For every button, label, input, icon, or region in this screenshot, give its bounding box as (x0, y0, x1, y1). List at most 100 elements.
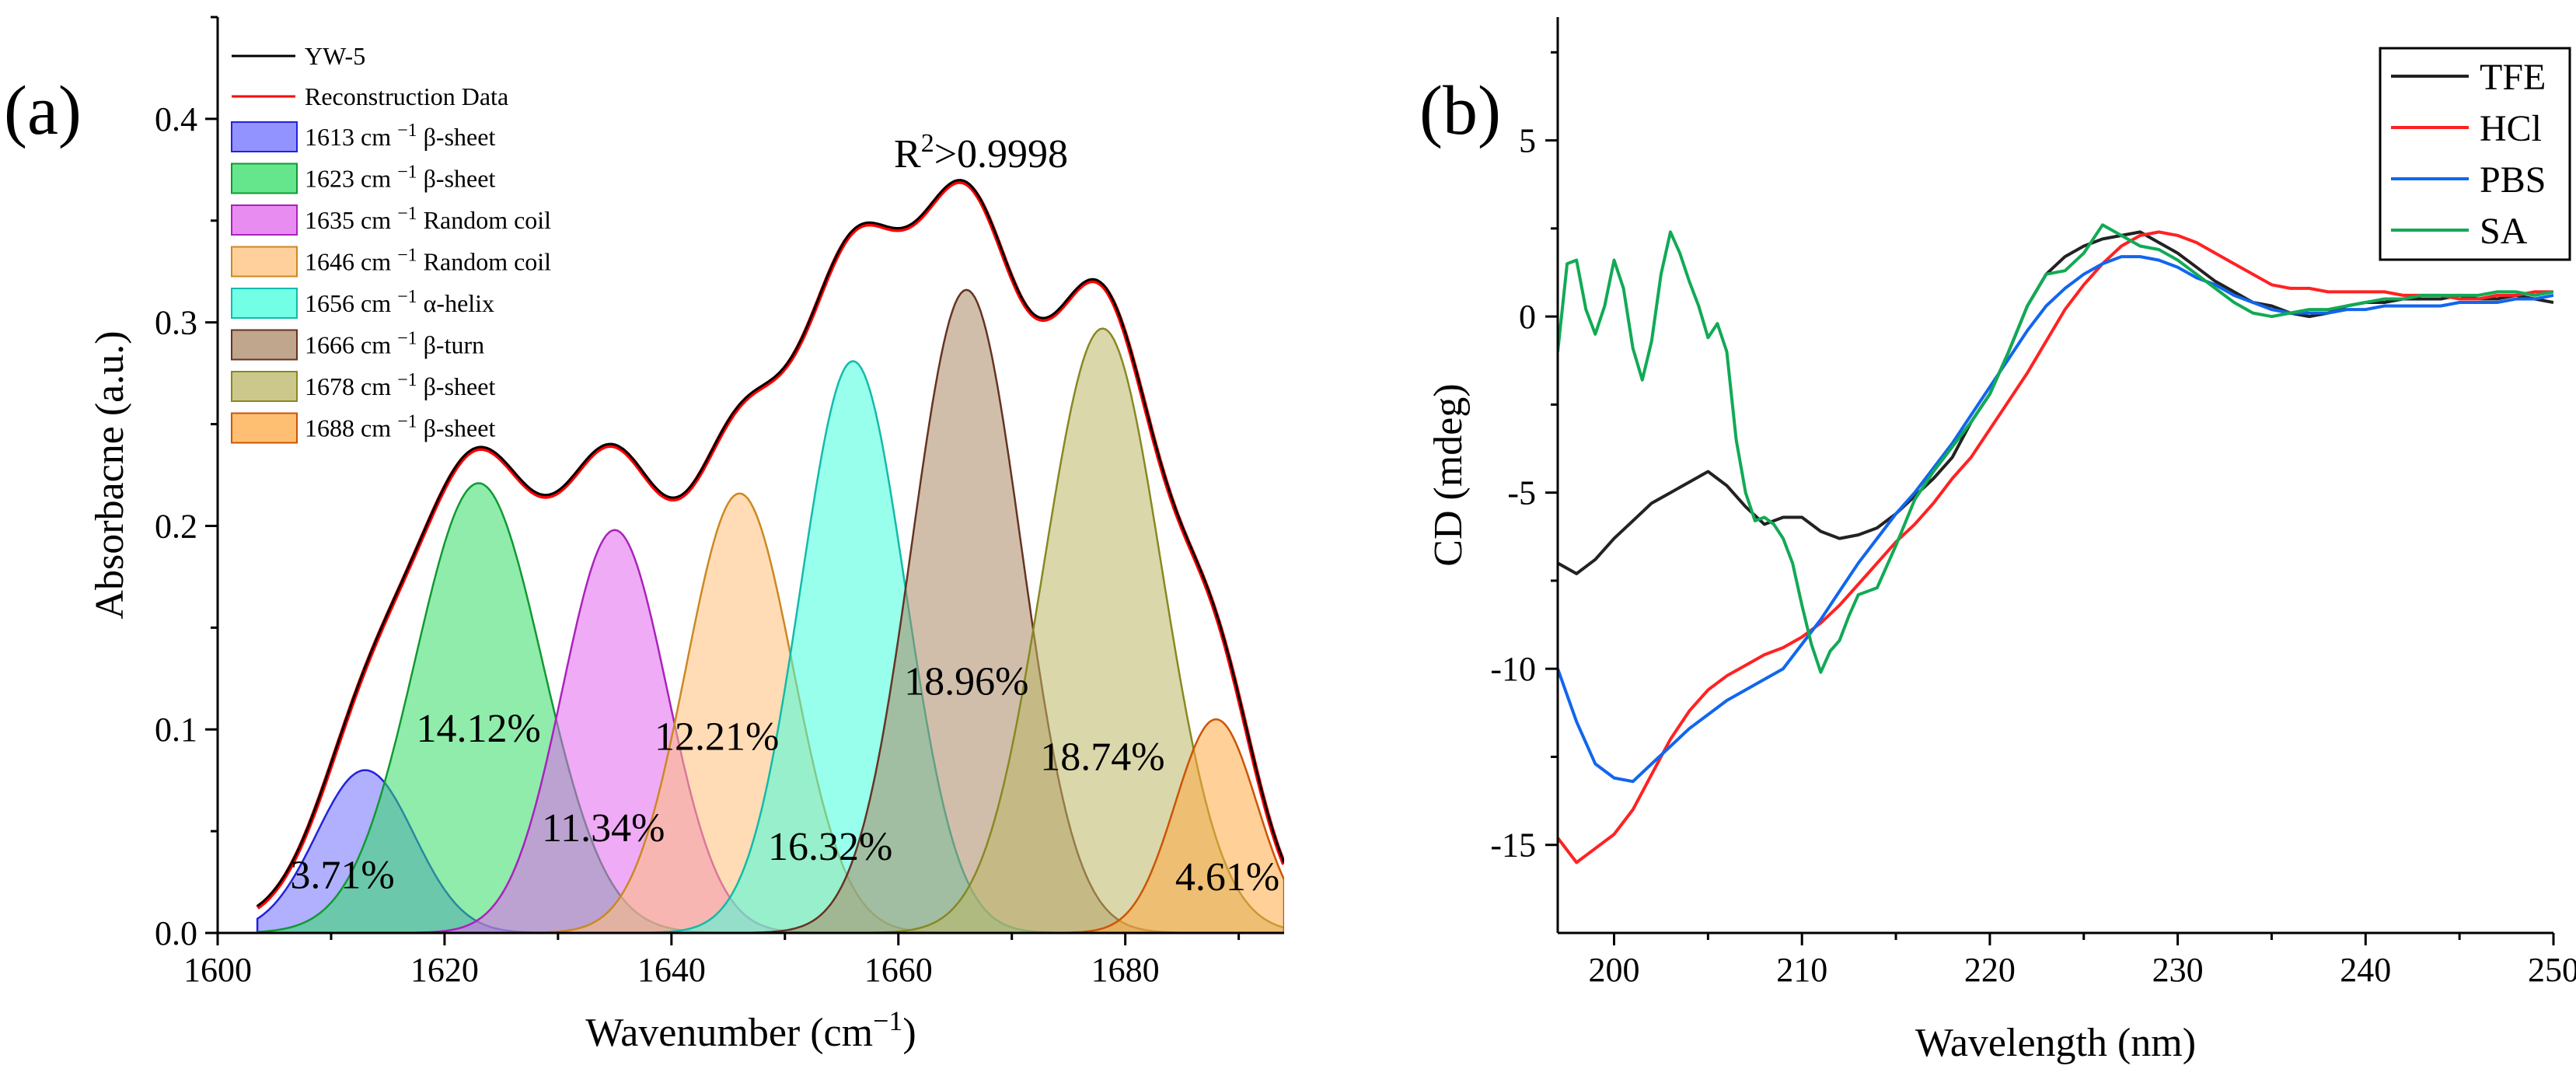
y-tick-label-a-4: 0.4 (155, 100, 197, 138)
x-tick-label-a-1640: 1640 (637, 951, 706, 989)
legend-a-peak-assignment: β-sheet (417, 414, 496, 442)
y-tick-label-a-0: 0.0 (155, 914, 197, 952)
legend-a-peak-label-1623: 1623 cm −1 β-sheet (305, 162, 495, 193)
series-line-tfe (1558, 230, 2553, 575)
x-tick-label-a-1660: 1660 (864, 951, 933, 989)
legend-a-peak-wavenumber: 1666 cm (305, 331, 397, 359)
y-tick-label-a-1: 0.1 (155, 711, 197, 749)
x-axis-title-a-close: ) (902, 1011, 916, 1055)
legend-a-peak-wavenumber: 1656 cm (305, 289, 397, 317)
panel-a: 3.71% 14.12% 11.34% 12.21% 16.32% 18.96% 18.74… (4, 16, 1284, 1055)
legend-a-peak-sup: −1 (397, 370, 417, 390)
x-tick-label-b-230: 230 (2152, 951, 2204, 989)
r-squared-annotation: R2>0.9998 (894, 129, 1068, 176)
peak-area-1688 (257, 718, 1284, 933)
peak-area-1646 (257, 492, 1284, 933)
r-squared-rest: >0.9998 (934, 132, 1068, 176)
legend-a-swatch-1688 (231, 412, 298, 444)
legend-a-peak-assignment: β-sheet (417, 123, 496, 151)
x-tick-label-b-250: 250 (2528, 951, 2576, 989)
series-line-pbs (1558, 255, 2553, 784)
legend-b-label-tfe: TFE (2480, 57, 2546, 98)
legend-b-label-sa: SA (2480, 211, 2528, 252)
legend-a-peak-assignment: β-sheet (417, 372, 496, 400)
legend-a-swatch-1623 (231, 162, 298, 194)
legend-a-peak-sup: −1 (397, 287, 417, 307)
legend-a-peak-label-1678: 1678 cm −1 β-sheet (305, 370, 495, 400)
legend-a-peak-wavenumber: 1678 cm (305, 372, 397, 400)
legend-b-label-pbs: PBS (2480, 159, 2546, 201)
yw5-line (257, 179, 1284, 907)
legend-a-peak-wavenumber: 1623 cm (305, 165, 397, 193)
x-tick-label-b-220: 220 (1964, 951, 2016, 989)
plot-area-a (256, 179, 1284, 933)
x-tick-label-a-1680: 1680 (1091, 951, 1160, 989)
legend-a-swatch-1678 (231, 371, 298, 402)
legend-a-peak-wavenumber: 1688 cm (305, 414, 397, 442)
plot-area-b (1558, 223, 2553, 865)
legend-b: TFE HCl PBS SA (2379, 47, 2571, 261)
percent-label-1613: 3.71% (290, 853, 394, 897)
x-axis-title-a-main: Wavenumber (cm (585, 1011, 873, 1055)
legend-a-swatch-1656 (231, 288, 298, 319)
legend-a: YW-5 Reconstruction Data 1613 cm −1 β-shee… (231, 42, 552, 444)
percent-label-1678: 18.74% (1040, 735, 1164, 780)
legend-a-peak-sup: −1 (397, 412, 417, 432)
peak-area-1656 (257, 360, 1284, 933)
legend-a-peak-assignment: Random coil (417, 248, 552, 276)
legend-a-peak-label-1666: 1666 cm −1 β-turn (305, 329, 484, 359)
peak-area-1678 (257, 327, 1284, 933)
percent-label-1635: 11.34% (542, 806, 665, 851)
y-tick-label-b--5: -5 (1507, 474, 1536, 512)
panel-letter-b: (b) (1419, 72, 1501, 149)
percent-label-1646: 12.21% (654, 714, 779, 759)
y-tick-label-a-2: 0.2 (155, 507, 197, 545)
legend-a-swatch-1666 (231, 329, 298, 361)
legend-a-peak-label-1613: 1613 cm −1 β-sheet (305, 121, 495, 151)
y-axis-title-a: Absorbacne (a.u.) (88, 330, 132, 619)
y-axis-title-b: CD (mdeg) (1426, 383, 1471, 566)
legend-a-peak-wavenumber: 1646 cm (305, 248, 397, 276)
legend-a-peak-label-1635: 1635 cm −1 Random coil (305, 204, 551, 234)
legend-a-peak-sup: −1 (397, 204, 417, 224)
legend-a-swatch-1646 (231, 246, 298, 278)
legend-a-peak-sup: −1 (397, 246, 417, 266)
r-squared-sup: 2 (921, 129, 934, 158)
legend-b-label-hcl: HCl (2480, 108, 2542, 149)
percent-label-1666: 18.96% (904, 660, 1028, 704)
x-tick-label-b-200: 200 (1589, 951, 1640, 989)
x-tick-label-a-1600: 1600 (183, 951, 252, 989)
x-axis-title-a-sup: −1 (873, 1005, 902, 1036)
legend-a-label-0: YW-5 (305, 42, 365, 70)
legend-a-peak-wavenumber: 1613 cm (305, 123, 397, 151)
panel-letter-a: (a) (4, 72, 82, 149)
legend-b-box (2379, 47, 2571, 261)
panel-b: 200 210 220 230 240 250 5 0 -5 -10 -15 Wavelength (… (1419, 17, 2576, 1065)
legend-a-peak-wavenumber: 1635 cm (305, 206, 397, 234)
legend-a-peak-assignment: Random coil (417, 206, 552, 234)
y-tick-label-b-0: 0 (1519, 298, 1536, 336)
legend-a-peak-label-1688: 1688 cm −1 β-sheet (305, 412, 495, 442)
legend-a-peak-assignment: α-helix (417, 289, 494, 317)
legend-a-swatch-1613 (231, 121, 298, 152)
y-tick-label-b--15: -15 (1490, 826, 1536, 865)
r-squared-base: R (894, 132, 921, 176)
legend-a-peak-label-1656: 1656 cm −1 α-helix (305, 287, 494, 317)
legend-a-peak-sup: −1 (397, 329, 417, 349)
series-line-hcl (1558, 230, 2553, 865)
y-tick-label-a-3: 0.3 (155, 304, 197, 342)
percent-label-1623: 14.12% (417, 707, 541, 751)
x-tick-label-b-240: 240 (2340, 951, 2391, 989)
x-tick-label-a-1620: 1620 (410, 951, 479, 989)
legend-a-peak-assignment: β-sheet (417, 165, 496, 193)
y-tick-label-b--10: -10 (1490, 650, 1536, 688)
y-tick-label-b-5: 5 (1519, 122, 1536, 160)
percent-label-1656: 16.32% (768, 825, 892, 869)
legend-a-label-1: Reconstruction Data (305, 82, 508, 110)
x-axis-title-b: Wavelength (nm) (1915, 1021, 2196, 1065)
x-tick-label-b-210: 210 (1776, 951, 1827, 989)
series-line-sa (1558, 223, 2553, 674)
percent-label-1688: 4.61% (1175, 855, 1279, 900)
x-axis-title-a: Wavenumber (cm−1) (585, 1005, 916, 1055)
